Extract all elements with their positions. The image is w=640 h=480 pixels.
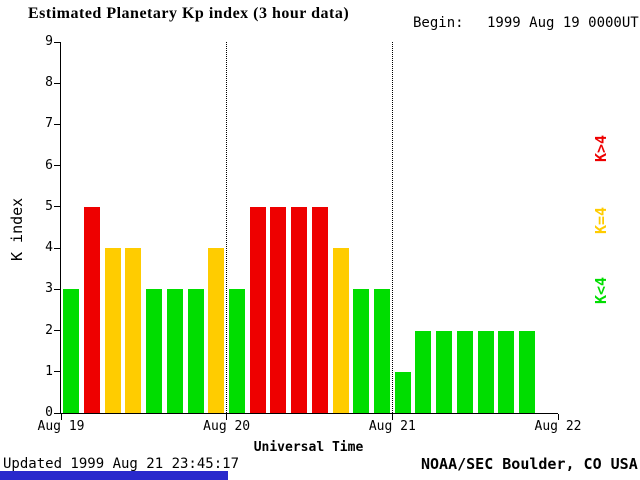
kp-bar — [394, 371, 411, 413]
source-credit: NOAA/SEC Boulder, CO USA — [421, 455, 638, 473]
kp-bar — [187, 289, 204, 413]
kp-bar — [311, 206, 328, 413]
y-tick — [54, 288, 61, 290]
y-axis-label: K index — [8, 197, 26, 261]
y-tick — [54, 247, 61, 249]
kp-bar — [249, 206, 266, 413]
y-tick-label: 5 — [45, 198, 53, 214]
kp-bar — [436, 330, 453, 413]
day-boundary-guide — [226, 42, 228, 413]
x-tick — [391, 414, 393, 420]
x-tick-label: Aug 22 — [534, 419, 582, 434]
x-tick — [557, 414, 559, 420]
y-tick-label: 6 — [45, 157, 53, 173]
y-tick — [54, 41, 61, 43]
footer-accent-bar — [0, 471, 228, 480]
y-tick-label: 0 — [45, 405, 53, 420]
x-tick-label: Aug 19 — [37, 419, 85, 434]
kp-bar — [208, 248, 225, 413]
legend-item: K<4 — [592, 276, 610, 304]
y-tick-label: 4 — [45, 240, 53, 256]
kp-bar — [63, 289, 80, 413]
x-tick-label: Aug 20 — [203, 419, 251, 434]
kp-bar — [456, 330, 473, 413]
x-tick — [226, 414, 228, 420]
begin-label: Begin: — [413, 15, 464, 31]
y-tick — [54, 123, 61, 125]
kp-bar — [229, 289, 246, 413]
y-tick-label: 9 — [45, 34, 53, 49]
kp-bar — [166, 289, 183, 413]
y-tick-label: 3 — [45, 281, 53, 297]
y-tick — [54, 371, 61, 373]
kp-bar — [125, 248, 142, 413]
chart-title: Estimated Planetary Kp index (3 hour dat… — [28, 5, 350, 22]
kp-bar — [270, 206, 287, 413]
legend-item: K>4 — [592, 134, 610, 162]
plot-area: 0 1 2 3 4 5 6 7 8 9 Aug 19 Aug 20 Aug 21 Aug 22 — [38, 35, 582, 434]
kp-bar — [518, 330, 535, 413]
y-tick-label: 1 — [45, 363, 53, 379]
y-tick-label: 8 — [45, 75, 53, 91]
updated-timestamp: Updated 1999 Aug 21 23:45:17 — [3, 456, 240, 472]
kp-bar — [104, 248, 121, 413]
y-tick-label: 2 — [45, 322, 53, 338]
kp-bar — [498, 330, 515, 413]
kp-bar — [291, 206, 308, 413]
y-tick-label: 7 — [45, 116, 53, 132]
kp-bar — [84, 206, 101, 413]
y-tick — [54, 412, 61, 414]
kp-bar — [373, 289, 390, 413]
y-tick — [54, 206, 61, 208]
x-tick — [60, 414, 62, 420]
day-boundary-guide — [391, 42, 393, 413]
kp-bar — [415, 330, 432, 413]
legend-item: K=4 — [592, 206, 610, 234]
kp-bar — [477, 330, 494, 413]
y-tick — [54, 82, 61, 84]
kp-bar — [146, 289, 163, 413]
kp-bar — [353, 289, 370, 413]
y-tick — [54, 330, 61, 332]
begin-start-time: 1999 Aug 19 0000UT — [487, 15, 639, 31]
x-axis-label: Universal Time — [253, 440, 364, 455]
y-tick — [54, 165, 61, 167]
x-tick-label: Aug 21 — [368, 419, 416, 434]
kp-bar — [332, 248, 349, 413]
